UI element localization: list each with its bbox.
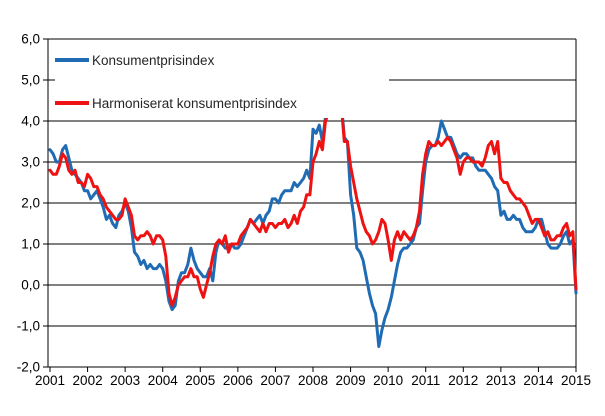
x-axis-label: 2007	[260, 373, 290, 388]
x-axis-label: 2009	[336, 373, 366, 388]
cpi-series-line	[48, 90, 578, 348]
y-axis-label: 5,0	[21, 73, 40, 88]
legend-label-hicp: Harmoniserat konsumentprisindex	[92, 95, 297, 111]
x-axis-label: 2001	[35, 373, 65, 388]
y-axis-label: 6,0	[21, 32, 40, 47]
x-axis-label: 2012	[448, 373, 478, 388]
x-axis-label: 2011	[411, 373, 440, 388]
x-axis-label: 2015	[561, 373, 591, 388]
legend-label-cpi: Konsumentprisindex	[92, 52, 215, 68]
x-axis-label: 2008	[298, 373, 328, 388]
y-axis-label: 3,0	[21, 155, 40, 170]
hicp-series-line	[48, 90, 578, 307]
y-axis-label: 0,0	[21, 278, 40, 293]
y-axis-label: -2,0	[17, 360, 40, 375]
legend-item-cpi: Konsumentprisindex	[55, 52, 389, 68]
y-axis-label: -1,0	[17, 319, 40, 334]
x-axis-label: 2013	[486, 373, 516, 388]
legend-item-hicp: Harmoniserat konsumentprisindex	[55, 95, 389, 111]
legend: Konsumentprisindex Harmoniserat konsumen…	[55, 46, 389, 118]
y-axis-label: 1,0	[21, 237, 40, 252]
x-axis-label: 2002	[73, 373, 103, 388]
x-axis-label: 2003	[110, 373, 140, 388]
x-axis-label: 2004	[148, 373, 179, 388]
cpi-line-swatch	[55, 58, 89, 62]
x-axis-label: 2005	[185, 373, 215, 388]
hicp-line-swatch	[55, 101, 89, 105]
y-axis-label: 2,0	[21, 196, 40, 211]
x-axis-label: 2014	[523, 373, 554, 388]
x-axis-label: 2006	[223, 373, 253, 388]
y-axis-label: 4,0	[21, 114, 40, 129]
x-axis-label: 2010	[373, 373, 403, 388]
